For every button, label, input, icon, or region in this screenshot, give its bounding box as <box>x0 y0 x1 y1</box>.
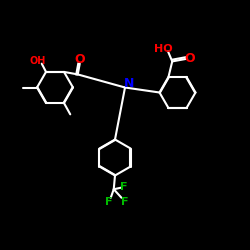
Text: F: F <box>121 197 129 207</box>
Text: N: N <box>124 77 134 90</box>
Text: O: O <box>74 53 85 66</box>
Text: OH: OH <box>29 56 46 66</box>
Text: HO: HO <box>154 44 173 54</box>
Text: F: F <box>105 197 112 207</box>
Text: O: O <box>184 52 194 66</box>
Text: F: F <box>120 182 128 192</box>
